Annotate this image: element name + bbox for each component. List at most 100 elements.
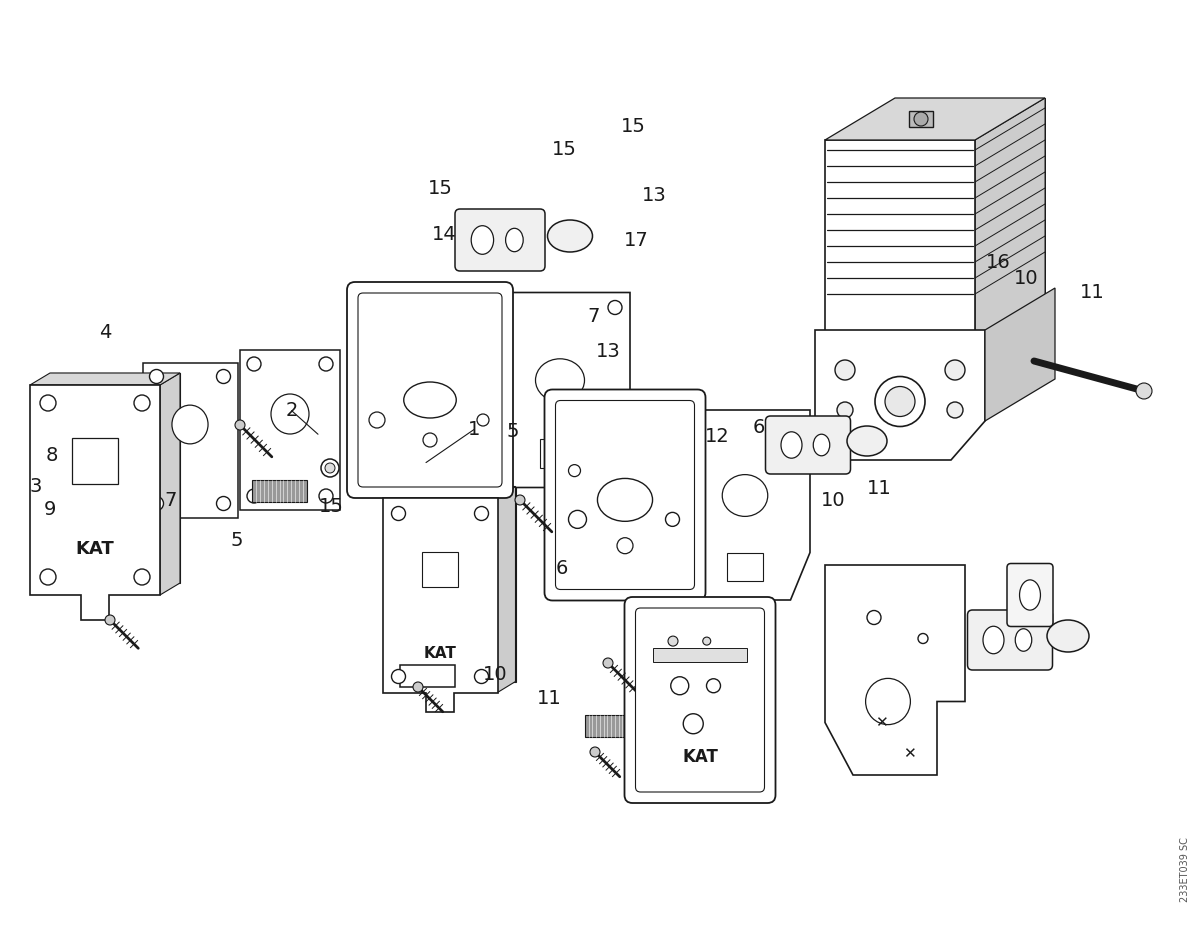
Circle shape [150, 369, 163, 383]
Circle shape [319, 489, 334, 503]
Text: 11: 11 [538, 689, 562, 708]
Polygon shape [30, 385, 160, 620]
Ellipse shape [722, 475, 768, 516]
Bar [653, 648, 748, 662]
Circle shape [875, 377, 925, 427]
Circle shape [370, 412, 385, 428]
Circle shape [590, 747, 600, 757]
Circle shape [703, 637, 710, 645]
Text: 9: 9 [44, 500, 56, 519]
Text: 15: 15 [319, 497, 343, 516]
Text: 16: 16 [986, 253, 1010, 272]
Polygon shape [985, 288, 1055, 421]
Circle shape [391, 507, 406, 520]
Ellipse shape [271, 394, 310, 434]
FancyBboxPatch shape [455, 209, 545, 271]
Circle shape [498, 300, 512, 314]
Ellipse shape [847, 426, 887, 456]
Polygon shape [540, 439, 580, 468]
Text: ✕: ✕ [902, 747, 916, 762]
Polygon shape [160, 373, 180, 595]
Circle shape [835, 360, 854, 380]
Ellipse shape [983, 626, 1004, 654]
Circle shape [322, 459, 340, 477]
Circle shape [247, 357, 262, 371]
Polygon shape [30, 373, 180, 385]
Polygon shape [50, 373, 180, 583]
Polygon shape [383, 486, 516, 497]
Text: 13: 13 [596, 342, 620, 361]
Ellipse shape [865, 679, 911, 725]
Polygon shape [895, 98, 1045, 298]
Polygon shape [383, 497, 498, 712]
Polygon shape [143, 362, 238, 517]
Text: 4: 4 [100, 323, 112, 342]
Text: 15: 15 [428, 179, 452, 198]
Circle shape [671, 677, 689, 695]
Polygon shape [498, 486, 516, 693]
Text: 6: 6 [752, 418, 764, 437]
Text: 1: 1 [468, 420, 480, 439]
Text: 17: 17 [624, 231, 648, 250]
Circle shape [478, 414, 490, 426]
Circle shape [788, 418, 802, 432]
Text: 14: 14 [432, 225, 456, 244]
Bar [570, 558, 628, 582]
Text: 2: 2 [286, 401, 298, 420]
Ellipse shape [781, 431, 802, 458]
Circle shape [688, 418, 702, 432]
Polygon shape [72, 437, 118, 483]
Text: 13: 13 [642, 186, 666, 205]
Circle shape [918, 633, 928, 644]
Circle shape [947, 402, 964, 418]
Circle shape [40, 395, 56, 411]
Ellipse shape [1020, 580, 1040, 610]
Circle shape [134, 569, 150, 585]
Polygon shape [826, 140, 974, 340]
Circle shape [946, 360, 965, 380]
Circle shape [707, 679, 720, 693]
Ellipse shape [535, 359, 584, 402]
Text: 15: 15 [552, 140, 576, 159]
Circle shape [683, 714, 703, 733]
Circle shape [1136, 383, 1152, 399]
FancyBboxPatch shape [358, 293, 502, 487]
Text: 12: 12 [706, 427, 730, 446]
Circle shape [235, 420, 245, 430]
FancyBboxPatch shape [967, 610, 1052, 670]
Circle shape [838, 402, 853, 418]
Text: 10: 10 [1014, 269, 1038, 288]
FancyBboxPatch shape [766, 416, 851, 474]
Polygon shape [401, 486, 516, 682]
Polygon shape [727, 552, 763, 581]
Text: 233ET039 SC: 233ET039 SC [1180, 837, 1190, 902]
Text: KAT: KAT [424, 646, 456, 661]
FancyBboxPatch shape [347, 282, 514, 498]
Text: 5: 5 [230, 531, 242, 550]
Ellipse shape [505, 228, 523, 252]
Ellipse shape [472, 226, 493, 254]
Circle shape [569, 464, 581, 477]
Ellipse shape [1046, 620, 1090, 652]
Polygon shape [815, 330, 985, 460]
Polygon shape [240, 350, 340, 510]
Text: 10: 10 [821, 491, 845, 510]
Circle shape [474, 507, 488, 520]
Circle shape [106, 615, 115, 625]
Circle shape [866, 611, 881, 625]
Ellipse shape [403, 382, 456, 418]
Circle shape [424, 433, 437, 447]
Circle shape [617, 538, 634, 554]
Polygon shape [826, 98, 1045, 140]
Circle shape [886, 386, 916, 416]
FancyBboxPatch shape [1007, 564, 1054, 627]
Polygon shape [421, 552, 458, 587]
Circle shape [666, 513, 679, 527]
Circle shape [413, 682, 424, 692]
Circle shape [40, 569, 56, 585]
FancyBboxPatch shape [556, 400, 695, 589]
Circle shape [216, 369, 230, 383]
Circle shape [914, 112, 928, 126]
Circle shape [134, 395, 150, 411]
Text: 5: 5 [506, 422, 518, 441]
